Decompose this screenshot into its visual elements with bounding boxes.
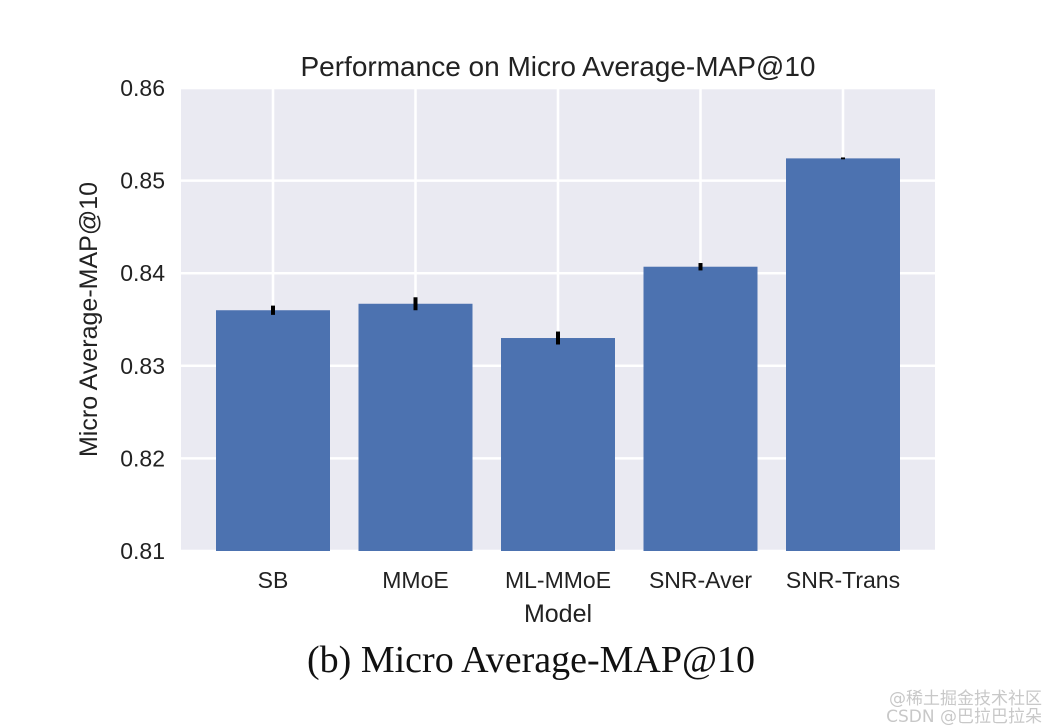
x-tick-label: SB — [258, 567, 289, 593]
x-tick-label: MMoE — [382, 567, 448, 593]
bar — [786, 158, 900, 551]
x-tick-label: SNR-Aver — [649, 567, 752, 593]
y-tick-label: 0.82 — [120, 445, 165, 471]
bar — [643, 266, 758, 551]
x-axis-label: Model — [524, 600, 592, 628]
figure-caption: (b) Micro Average-MAP@10 — [307, 639, 755, 681]
y-tick-label: 0.81 — [120, 538, 165, 564]
y-axis-label: Micro Average-MAP@10 — [75, 182, 103, 457]
y-tick-label: 0.86 — [120, 75, 165, 101]
y-tick-label: 0.85 — [120, 168, 165, 194]
watermark-juejin: @稀土掘金技术社区 — [889, 689, 1042, 709]
y-tick-label: 0.84 — [120, 260, 165, 286]
chart-title: Performance on Micro Average-MAP@10 — [300, 51, 815, 82]
bar — [216, 310, 330, 551]
bar — [358, 303, 473, 551]
watermark-csdn: CSDN @巴拉巴拉朵 — [886, 707, 1042, 726]
bar — [501, 338, 615, 551]
x-tick-label: ML-MMoE — [505, 567, 611, 593]
x-tick-label: SNR-Trans — [786, 567, 900, 593]
y-tick-label: 0.83 — [120, 353, 165, 379]
